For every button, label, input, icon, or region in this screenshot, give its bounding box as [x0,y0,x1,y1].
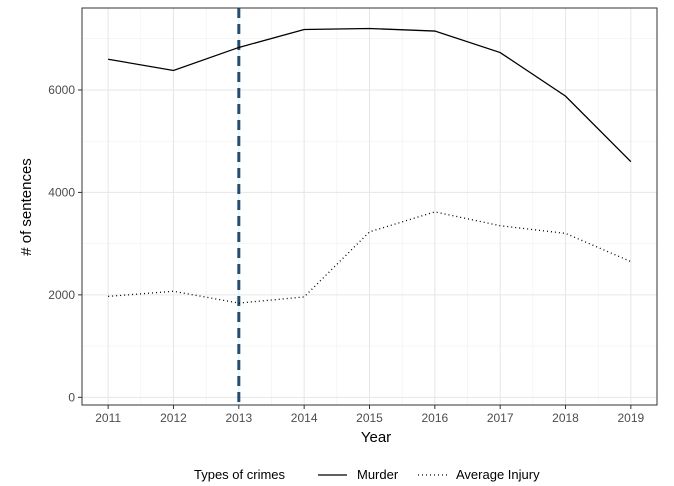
legend-title: Types of crimes [194,467,286,482]
y-tick-label: 0 [68,390,75,404]
x-axis-ticks: 2011 2012 2013 2014 2015 2016 2017 2018 2019 [95,405,645,425]
legend: Types of crimes Murder Average Injury [194,467,540,482]
y-axis-ticks: 0 2000 4000 6000 [48,83,82,404]
x-tick-label: 2018 [552,411,579,425]
legend-label-average-injury: Average Injury [456,467,540,482]
series-line-average-injury [108,211,632,304]
series-line-murder [108,27,632,163]
x-tick-label: 2011 [95,411,121,425]
y-tick-label: 4000 [48,185,75,199]
x-tick-label: 2017 [487,411,514,425]
x-axis-title: Year [361,429,391,446]
x-tick-label: 2016 [421,411,448,425]
series-lines [108,27,632,304]
x-tick-label: 2013 [225,411,252,425]
x-tick-label: 2019 [618,411,645,425]
x-tick-label: 2014 [291,411,318,425]
grid-lines [82,8,657,405]
y-tick-label: 2000 [48,288,75,302]
y-axis-title: # of sentences [18,158,35,256]
x-tick-label: 2012 [160,411,187,425]
x-tick-label: 2015 [356,411,383,425]
legend-label-murder: Murder [357,467,399,482]
y-tick-label: 6000 [48,83,75,97]
